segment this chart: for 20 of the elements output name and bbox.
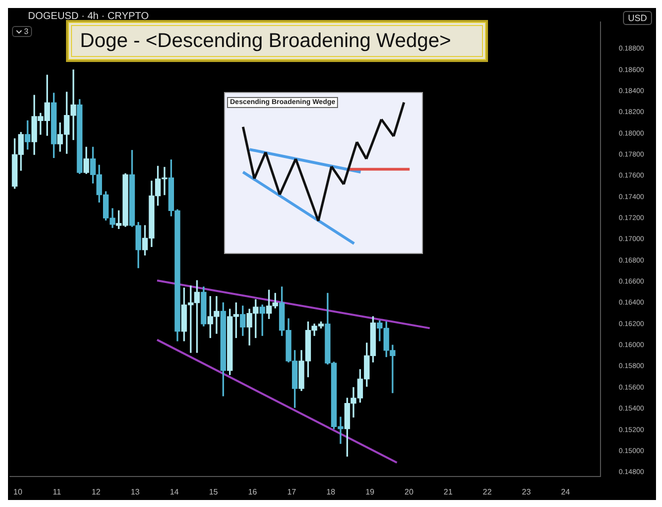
x-tick-label: 11 [52, 487, 62, 496]
x-tick-label: 15 [208, 487, 218, 496]
x-tick-label: 24 [561, 487, 570, 496]
x-tick-label: 19 [365, 487, 375, 496]
x-tick-label: 12 [92, 487, 102, 496]
x-tick-label: 20 [404, 487, 414, 496]
x-tick-label: 21 [444, 487, 454, 496]
x-tick-label: 16 [248, 487, 258, 496]
x-tick-label: 18 [326, 487, 336, 496]
x-tick-label: 13 [130, 487, 140, 496]
x-tick-label: 14 [170, 487, 180, 496]
x-tick-label: 10 [13, 487, 23, 496]
x-tick-label: 22 [482, 487, 492, 496]
x-tick-label: 17 [287, 487, 297, 496]
chart-subtitle: DOGEUSD · 4h · CRYPTO [28, 11, 149, 22]
title-banner: Doge - <Descending Broadening Wedge> [68, 22, 486, 60]
annotation: 3 [24, 27, 28, 36]
x-tick-label: 23 [522, 487, 532, 496]
y-axis-title: USD [622, 11, 652, 25]
chart-title: Doge - <Descending Broadening Wedge> [80, 30, 451, 52]
